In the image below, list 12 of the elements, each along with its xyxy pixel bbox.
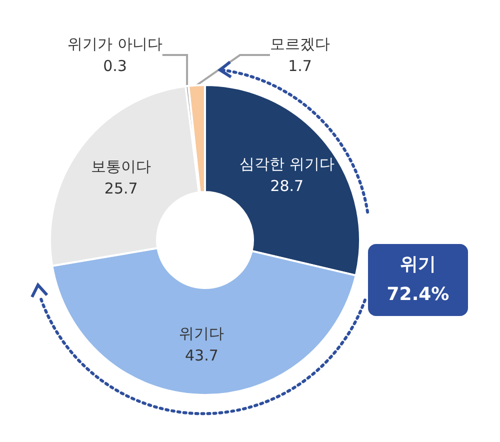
slice-label: 위기다 — [179, 324, 224, 342]
slice-label: 심각한 위기다 — [240, 155, 334, 174]
slice-label: 보통이다 — [91, 158, 152, 176]
data-label: 1.7 — [288, 57, 312, 75]
data-label: 0.3 — [103, 57, 127, 75]
slice-label: 모르겠다 — [270, 35, 330, 53]
data-label: 43.7 — [185, 346, 218, 364]
slice-label: 위기가 아니다 — [68, 35, 162, 53]
text: 72.4% — [386, 283, 450, 307]
data-label: 28.7 — [270, 177, 304, 196]
data-label: 25.7 — [104, 180, 138, 198]
text: 위기 — [399, 253, 437, 277]
